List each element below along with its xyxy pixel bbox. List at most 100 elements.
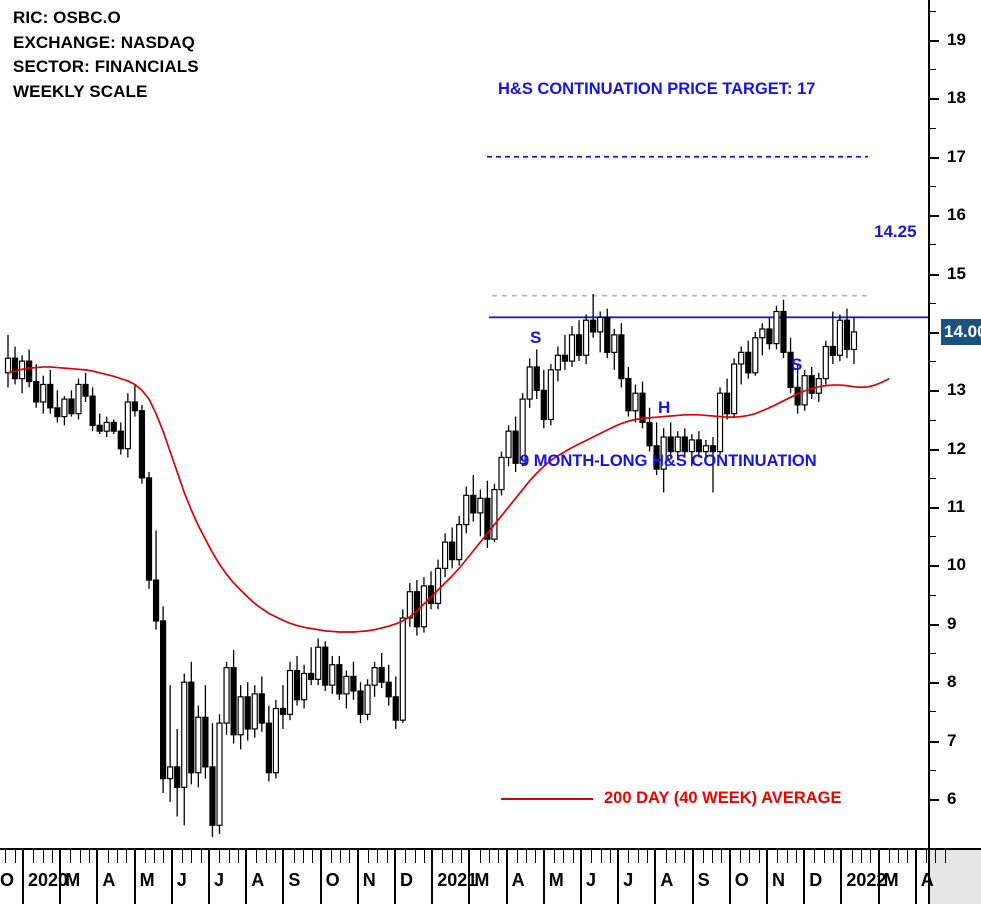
price-tick-major <box>930 40 939 42</box>
week-tick <box>275 850 277 863</box>
week-tick <box>414 850 416 863</box>
price-tick-major <box>930 448 939 451</box>
date-axis[interactable]: O 2020 M A M J J A S O N D 2021 M A M J J A S O N D 2022 M A <box>0 848 981 904</box>
date-axis-cell: M <box>133 850 171 904</box>
week-tick <box>721 850 723 863</box>
week-tick <box>423 850 425 863</box>
date-axis-label: A <box>511 870 525 890</box>
week-tick <box>888 850 890 863</box>
week-tick <box>740 850 742 863</box>
price-tick-major <box>930 331 939 334</box>
date-axis-label: 2022 <box>846 870 887 890</box>
date-axis-label: J <box>586 870 597 890</box>
week-tick <box>377 850 379 863</box>
week-tick <box>256 850 258 863</box>
week-tick <box>154 850 156 863</box>
price-tick-major <box>930 156 939 159</box>
week-tick <box>516 850 518 863</box>
week-tick <box>712 850 714 863</box>
price-axis-label: 19 <box>947 30 966 49</box>
price-tick-major <box>930 799 939 801</box>
price-tick-major <box>930 507 939 510</box>
date-axis-cell: O <box>728 850 766 904</box>
week-tick <box>823 850 825 863</box>
price-tick-minor <box>930 244 936 246</box>
week-tick <box>851 850 853 863</box>
date-axis-cell: D <box>394 850 431 904</box>
date-axis-label: 2020 <box>28 870 69 890</box>
info-exchange: EXCHANGE: NASDAQ <box>13 32 196 52</box>
week-tick <box>107 850 109 863</box>
date-axis-label: S <box>697 870 710 890</box>
week-tick <box>163 850 165 863</box>
price-axis-label: 18 <box>947 88 966 108</box>
date-axis-cell: O <box>319 850 357 904</box>
date-axis-label: A <box>102 870 116 890</box>
price-axis[interactable]: 19 18 17 16 15 13 12 11 10 9 8 7 6 14.00 <box>928 0 981 848</box>
week-tick <box>758 850 760 863</box>
week-tick <box>237 850 239 863</box>
price-tick-major <box>930 273 939 276</box>
price-plot-area[interactable] <box>0 0 928 848</box>
info-scale: WEEKLY SCALE <box>13 81 148 101</box>
date-axis-cell: A <box>96 850 133 904</box>
week-tick <box>795 850 797 863</box>
week-tick <box>647 850 649 863</box>
price-tick-major <box>930 623 939 626</box>
week-tick <box>144 850 146 863</box>
date-axis-label: D <box>809 870 823 890</box>
last-price-badge: 14.00 <box>941 318 981 345</box>
date-axis-label: J <box>214 870 225 890</box>
week-tick <box>89 850 91 863</box>
week-tick <box>442 850 444 863</box>
price-tick-major <box>930 565 939 568</box>
date-axis-cell: M <box>59 850 96 904</box>
week-tick <box>5 850 7 863</box>
price-axis-label: 7 <box>947 730 957 750</box>
date-axis-cell: 2022 <box>840 850 886 904</box>
week-tick <box>628 850 630 863</box>
week-tick <box>665 850 667 863</box>
date-axis-cell: N <box>356 850 394 904</box>
week-tick <box>479 850 481 863</box>
left-shoulder-label: S <box>530 328 542 347</box>
price-tick-minor <box>930 69 936 71</box>
week-tick <box>200 850 202 863</box>
week-tick <box>51 850 53 863</box>
week-tick <box>600 850 602 863</box>
last-price-value: 14.00 <box>944 321 981 341</box>
date-axis-label: N <box>772 870 785 890</box>
price-tick-minor <box>930 711 936 713</box>
price-tick-major <box>930 740 939 743</box>
week-tick <box>702 850 704 863</box>
week-tick <box>609 850 611 863</box>
week-tick <box>488 850 490 863</box>
week-tick <box>302 850 304 863</box>
price-axis-label: 10 <box>947 555 966 575</box>
price-tick-major <box>930 215 939 218</box>
week-tick <box>293 850 295 863</box>
price-tick-minor <box>930 302 936 304</box>
date-axis-cell: M <box>468 850 505 904</box>
week-tick <box>340 850 342 863</box>
date-axis-label: A <box>660 870 674 890</box>
resistance-price-label: 14.25 <box>874 222 917 241</box>
info-sector: SECTOR: FINANCIALS <box>13 57 199 76</box>
head-label: H <box>658 398 671 417</box>
date-axis-cell: M <box>877 850 915 904</box>
week-tick <box>191 850 193 863</box>
price-tick-minor <box>930 769 936 771</box>
date-axis-cell: A <box>505 850 543 904</box>
week-tick <box>14 850 16 863</box>
date-axis-label: M <box>474 870 490 890</box>
week-tick <box>386 850 388 863</box>
price-tick-minor <box>930 185 936 187</box>
week-tick <box>116 850 118 863</box>
date-axis-label: J <box>623 870 634 890</box>
price-tick-minor <box>930 419 936 421</box>
week-tick <box>451 850 453 863</box>
week-tick <box>349 850 351 863</box>
price-axis-label: 11 <box>947 497 965 517</box>
week-tick <box>870 850 872 863</box>
